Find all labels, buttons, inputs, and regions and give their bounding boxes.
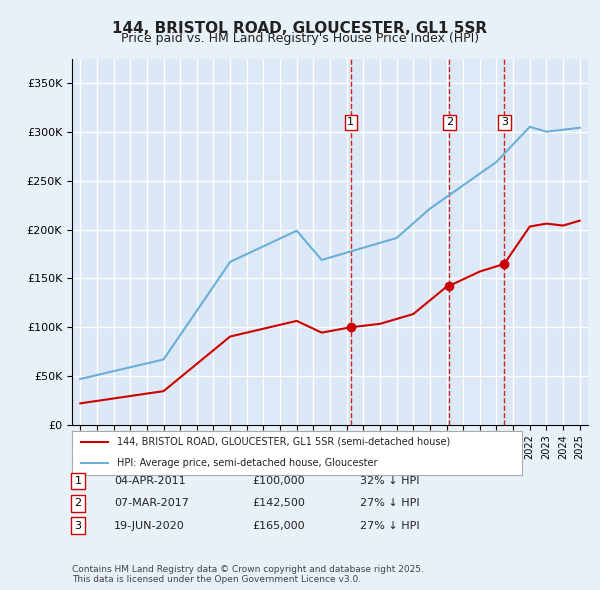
- Text: HPI: Average price, semi-detached house, Gloucester: HPI: Average price, semi-detached house,…: [117, 458, 377, 467]
- Text: £100,000: £100,000: [252, 476, 305, 486]
- Text: 1: 1: [74, 476, 82, 486]
- Text: 1: 1: [347, 117, 355, 127]
- Text: 32% ↓ HPI: 32% ↓ HPI: [360, 476, 419, 486]
- Text: 27% ↓ HPI: 27% ↓ HPI: [360, 521, 419, 530]
- Text: 144, BRISTOL ROAD, GLOUCESTER, GL1 5SR: 144, BRISTOL ROAD, GLOUCESTER, GL1 5SR: [112, 21, 488, 35]
- Text: 04-APR-2011: 04-APR-2011: [114, 476, 185, 486]
- Text: £165,000: £165,000: [252, 521, 305, 530]
- Text: 2: 2: [446, 117, 453, 127]
- Text: 2: 2: [74, 499, 82, 508]
- Text: 19-JUN-2020: 19-JUN-2020: [114, 521, 185, 530]
- Text: 27% ↓ HPI: 27% ↓ HPI: [360, 499, 419, 508]
- Text: 3: 3: [501, 117, 508, 127]
- Text: 07-MAR-2017: 07-MAR-2017: [114, 499, 189, 508]
- Text: Price paid vs. HM Land Registry's House Price Index (HPI): Price paid vs. HM Land Registry's House …: [121, 32, 479, 45]
- Text: £142,500: £142,500: [252, 499, 305, 508]
- Text: 144, BRISTOL ROAD, GLOUCESTER, GL1 5SR (semi-detached house): 144, BRISTOL ROAD, GLOUCESTER, GL1 5SR (…: [117, 437, 450, 447]
- Text: 3: 3: [74, 521, 82, 530]
- Text: Contains HM Land Registry data © Crown copyright and database right 2025.
This d: Contains HM Land Registry data © Crown c…: [72, 565, 424, 584]
